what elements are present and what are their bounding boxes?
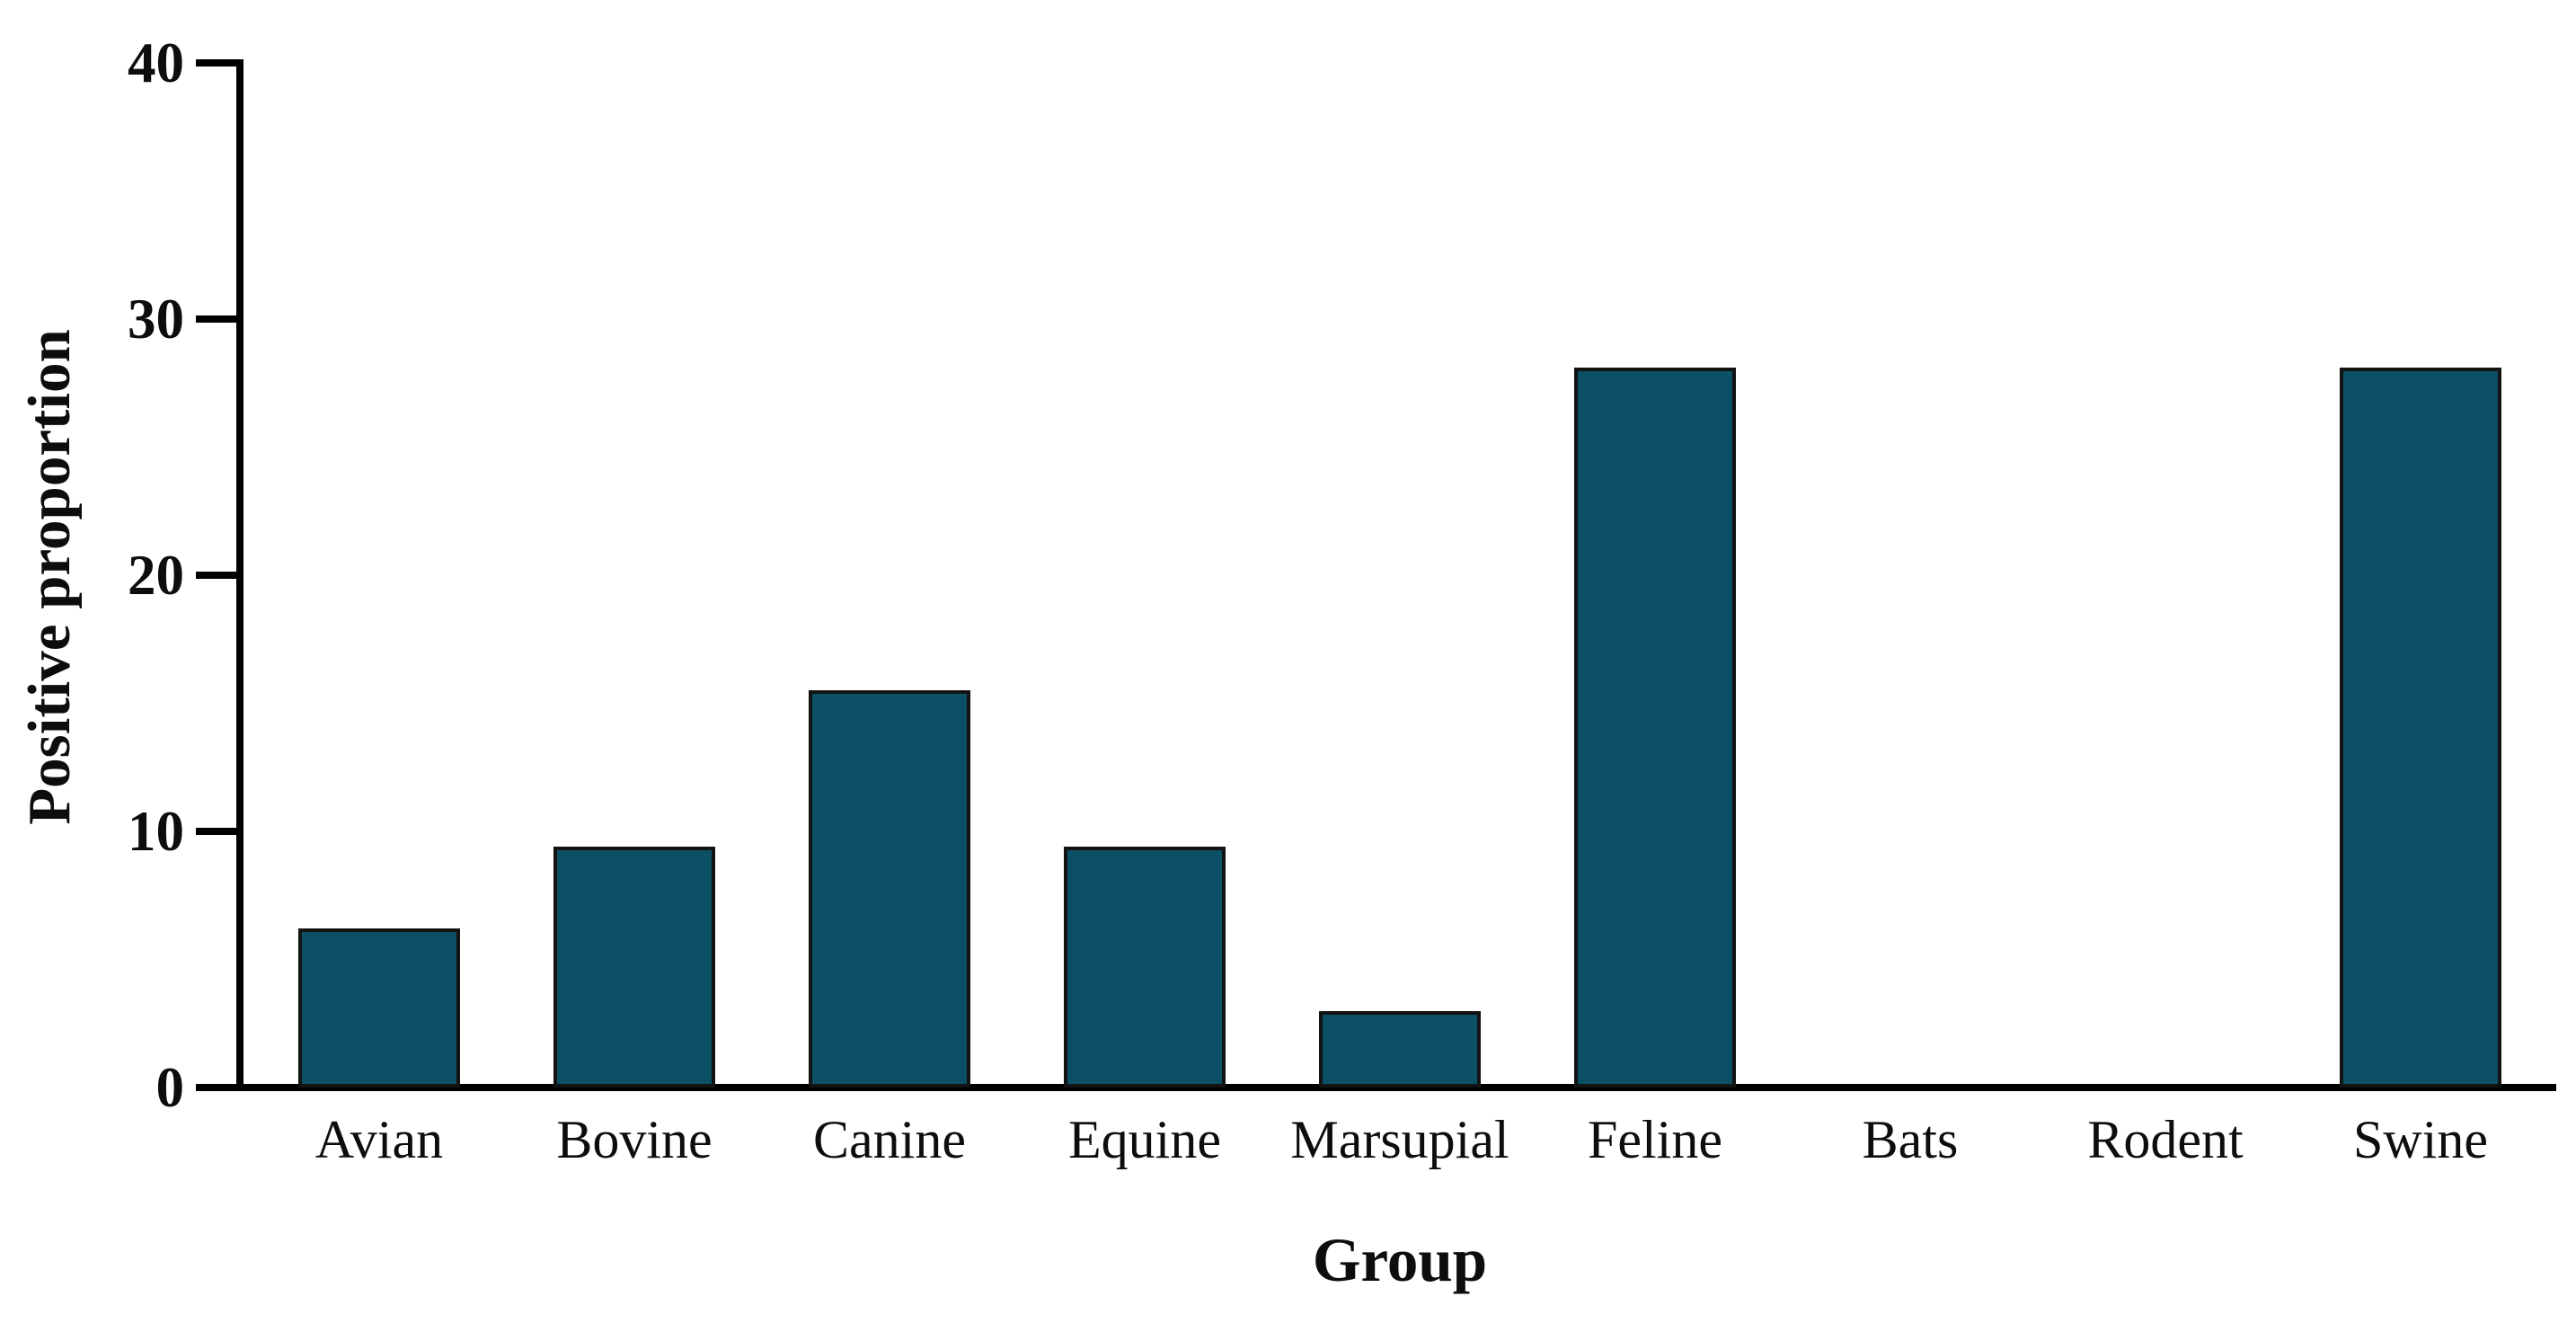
x-category-label-avian: Avian xyxy=(314,1110,444,1169)
bar-canine xyxy=(809,690,970,1088)
y-tick-mark xyxy=(196,572,236,579)
x-category-label-marsupial: Marsupial xyxy=(1290,1110,1509,1169)
x-axis-line xyxy=(236,1084,2556,1091)
x-category-label-equine: Equine xyxy=(1068,1110,1221,1169)
y-axis-line xyxy=(236,59,243,1091)
x-axis-title: Group xyxy=(1312,1226,1488,1294)
x-category-label-rodent: Rodent xyxy=(2087,1110,2244,1169)
y-tick-label: 0 xyxy=(155,1056,185,1119)
y-tick-label: 40 xyxy=(128,31,184,94)
y-tick-label: 30 xyxy=(128,288,184,351)
x-category-label-bovine: Bovine xyxy=(556,1110,713,1169)
y-tick-mark xyxy=(196,59,236,67)
x-category-label-canine: Canine xyxy=(813,1110,966,1169)
x-category-label-feline: Feline xyxy=(1588,1110,1722,1169)
bar-swine xyxy=(2340,368,2501,1088)
bar-marsupial xyxy=(1319,1010,1481,1088)
bar-bovine xyxy=(553,847,715,1088)
y-tick-mark xyxy=(196,828,236,835)
y-tick-label: 20 xyxy=(128,544,184,607)
x-category-label-swine: Swine xyxy=(2353,1110,2488,1169)
bar-equine xyxy=(1064,847,1226,1088)
y-tick-mark xyxy=(196,315,236,323)
y-tick-mark xyxy=(196,1084,236,1091)
bar-feline xyxy=(1574,368,1736,1088)
y-tick-label: 10 xyxy=(128,800,184,863)
bar-avian xyxy=(298,928,460,1088)
x-category-label-bats: Bats xyxy=(1862,1110,1959,1169)
